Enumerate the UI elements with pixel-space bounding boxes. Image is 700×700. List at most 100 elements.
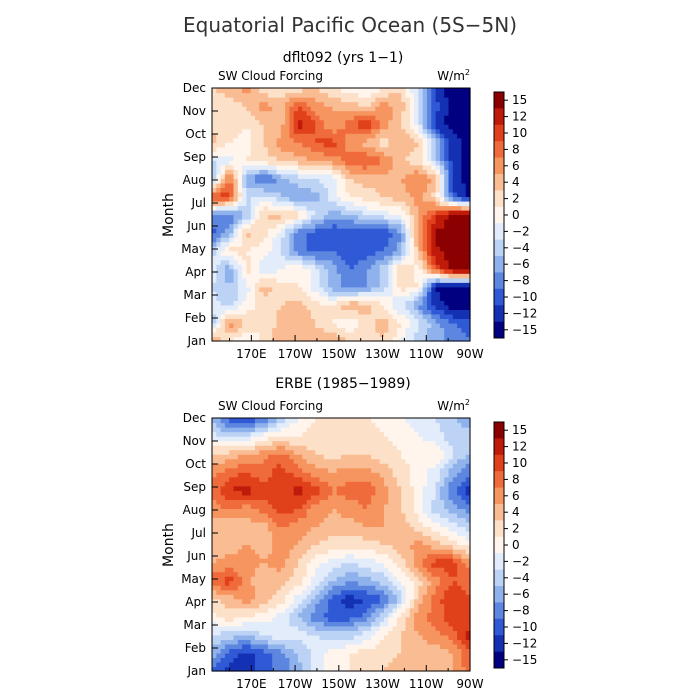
heatmap-cell bbox=[409, 124, 415, 130]
heatmap-cell bbox=[276, 259, 282, 265]
heatmap-cell bbox=[388, 304, 394, 310]
heatmap-cell bbox=[233, 223, 239, 229]
heatmap-cell bbox=[349, 250, 355, 256]
heatmap-cell bbox=[332, 237, 338, 243]
heatmap-cell bbox=[242, 142, 247, 148]
heatmap-cell bbox=[224, 648, 230, 654]
heatmap-cell bbox=[306, 142, 312, 148]
heatmap-cell bbox=[237, 291, 243, 297]
heatmap-cell bbox=[353, 146, 359, 152]
heatmap-cell bbox=[267, 282, 273, 288]
heatmap-cell bbox=[306, 607, 312, 613]
heatmap-cell bbox=[229, 169, 235, 175]
heatmap-cell bbox=[216, 178, 222, 184]
heatmap-cell bbox=[302, 286, 308, 292]
heatmap-cell bbox=[298, 621, 303, 627]
heatmap-cell bbox=[276, 151, 282, 157]
heatmap-cell bbox=[396, 322, 402, 329]
heatmap-cell bbox=[298, 661, 303, 668]
heatmap-cell bbox=[401, 286, 407, 292]
heatmap-cell bbox=[272, 282, 278, 288]
heatmap-cell bbox=[345, 155, 351, 161]
heatmap-cell bbox=[371, 661, 376, 668]
heatmap-cell bbox=[409, 580, 415, 586]
heatmap-cell bbox=[212, 219, 217, 225]
heatmap-cell bbox=[427, 115, 432, 121]
heatmap-cell bbox=[384, 173, 389, 179]
heatmap-cell bbox=[349, 295, 355, 301]
heatmap-cell bbox=[396, 97, 402, 103]
heatmap-cell bbox=[220, 137, 226, 143]
heatmap-cell bbox=[435, 88, 441, 94]
heatmap-cell bbox=[229, 273, 235, 279]
heatmap-cell bbox=[379, 191, 385, 198]
heatmap-cell bbox=[246, 585, 252, 591]
heatmap-cell bbox=[328, 173, 333, 179]
heatmap-cell bbox=[310, 562, 316, 568]
heatmap-cell bbox=[362, 214, 368, 220]
colorbar-label: −4 bbox=[512, 241, 530, 255]
heatmap-cell bbox=[401, 142, 407, 148]
heatmap-cell bbox=[405, 643, 411, 650]
heatmap-cell bbox=[358, 133, 364, 139]
heatmap-cell bbox=[396, 137, 402, 143]
heatmap-cell bbox=[418, 562, 424, 568]
heatmap-cell bbox=[444, 259, 450, 265]
heatmap-cell bbox=[263, 567, 269, 573]
heatmap-cell bbox=[448, 277, 454, 283]
heatmap-cell bbox=[349, 652, 355, 659]
heatmap-cell bbox=[323, 101, 329, 107]
heatmap-cell bbox=[431, 250, 437, 256]
heatmap-cell bbox=[237, 164, 243, 170]
heatmap-cell bbox=[461, 110, 467, 116]
heatmap-cell bbox=[349, 621, 355, 627]
heatmap-cell bbox=[319, 295, 325, 301]
heatmap-cell bbox=[332, 661, 338, 668]
heatmap-cell bbox=[220, 580, 226, 586]
heatmap-cell bbox=[323, 666, 329, 672]
heatmap-cell bbox=[401, 137, 407, 143]
heatmap-cell bbox=[422, 277, 428, 283]
heatmap-cell bbox=[328, 191, 333, 198]
heatmap-cell bbox=[439, 241, 445, 247]
heatmap-cell bbox=[418, 295, 424, 301]
heatmap-cell bbox=[345, 580, 351, 586]
heatmap-cell bbox=[289, 115, 295, 121]
heatmap-cell bbox=[246, 594, 252, 600]
heatmap-cell bbox=[315, 639, 321, 645]
heatmap-cell bbox=[358, 214, 364, 220]
heatmap-cell bbox=[298, 616, 303, 622]
heatmap-cell bbox=[401, 313, 407, 320]
heatmap-cell bbox=[401, 336, 407, 342]
heatmap-cell bbox=[328, 571, 333, 577]
heatmap-cell bbox=[319, 598, 325, 604]
heatmap-cell bbox=[319, 562, 325, 568]
heatmap-cell bbox=[216, 191, 222, 198]
heatmap-cell bbox=[224, 331, 230, 338]
heatmap-cell bbox=[405, 300, 411, 306]
heatmap-cell bbox=[237, 151, 243, 157]
heatmap-cell bbox=[306, 558, 312, 564]
heatmap-cell bbox=[263, 142, 269, 148]
heatmap-cell bbox=[263, 106, 269, 112]
heatmap-cell bbox=[229, 259, 235, 265]
heatmap-cell bbox=[242, 133, 247, 139]
heatmap-cell bbox=[371, 115, 376, 121]
heatmap-cell bbox=[259, 101, 265, 107]
heatmap-cell bbox=[427, 634, 432, 640]
heatmap-cell bbox=[388, 558, 394, 564]
heatmap-cell bbox=[285, 576, 290, 582]
heatmap-cell bbox=[263, 228, 269, 234]
heatmap-cell bbox=[259, 571, 265, 577]
heatmap-cell bbox=[323, 178, 329, 184]
heatmap-cell bbox=[401, 268, 407, 274]
heatmap-cell bbox=[285, 164, 290, 170]
heatmap-cell bbox=[216, 241, 222, 247]
heatmap-cell bbox=[319, 214, 325, 220]
heatmap-cell bbox=[263, 209, 269, 216]
heatmap-cell bbox=[401, 616, 407, 622]
heatmap-cell bbox=[371, 309, 376, 315]
heatmap-cell bbox=[212, 209, 217, 216]
heatmap-cell bbox=[285, 124, 290, 130]
heatmap-cell bbox=[345, 137, 351, 143]
